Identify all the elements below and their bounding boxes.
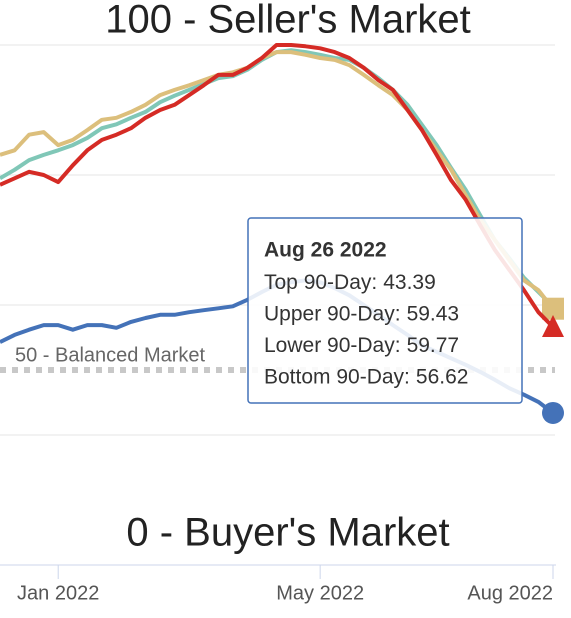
tooltip-value: 56.62 xyxy=(416,365,469,388)
tooltip-row: Upper 90-Day: 59.43 xyxy=(264,302,459,325)
x-tick-label: May 2022 xyxy=(276,582,364,604)
tooltip-title: Aug 26 2022 xyxy=(264,239,387,262)
tooltip-row: Top 90-Day: 43.39 xyxy=(264,271,436,294)
tooltip-box xyxy=(247,217,523,404)
tooltip-row: Bottom 90-Day: 56.62 xyxy=(264,365,468,388)
end-marker xyxy=(542,401,564,424)
tooltip: Aug 26 2022 Top 90-Day: 43.39 Upper 90-Day:… xyxy=(247,217,523,404)
tooltip-name: Upper 90-Day: xyxy=(264,302,401,325)
tooltip-value: 59.77 xyxy=(407,334,460,357)
seller-annotation: 100 - Seller's Market xyxy=(105,0,471,42)
series-line xyxy=(0,50,555,310)
x-tick-label: Jan 2022 xyxy=(17,582,99,604)
balanced-label: 50 - Balanced Market xyxy=(15,344,206,366)
tooltip-name: Bottom 90-Day: xyxy=(264,365,410,388)
tooltip-name: Top 90-Day: xyxy=(264,271,377,294)
x-tick-label: Aug 2022 xyxy=(467,582,553,604)
end-marker xyxy=(542,314,564,337)
series-line xyxy=(0,43,555,329)
end-marker xyxy=(542,297,564,320)
buyer-annotation: 0 - Buyer's Market xyxy=(126,511,449,555)
tooltip-value: 59.43 xyxy=(407,302,460,325)
tooltip-row: Lower 90-Day: 59.77 xyxy=(264,334,459,357)
tooltip-value: 43.39 xyxy=(383,271,436,294)
tooltip-name: Lower 90-Day: xyxy=(264,334,401,357)
